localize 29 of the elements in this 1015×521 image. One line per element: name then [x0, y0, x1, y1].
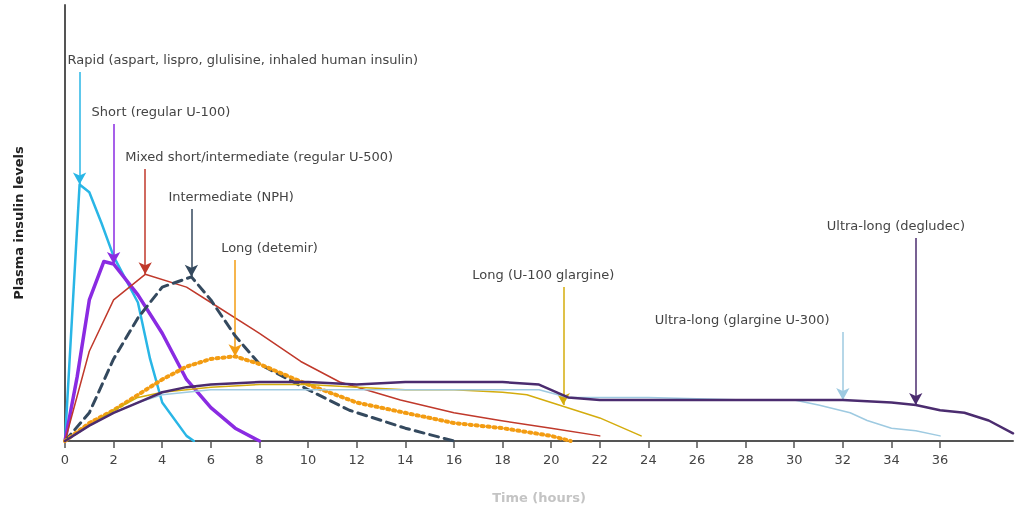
x-tick-label: 6	[206, 452, 215, 467]
annotation: Mixed short/intermediate (regular U-500)	[125, 149, 394, 164]
x-tick-label: 18	[494, 452, 511, 467]
x-tick-label: 14	[397, 452, 414, 467]
x-tick-label: 30	[785, 452, 803, 467]
x-tick-label: 26	[688, 452, 706, 467]
x-tick-label: 22	[591, 452, 609, 467]
x-tick-label: 4	[158, 452, 167, 467]
x-tick-label: 32	[834, 452, 852, 467]
x-tick-label: 12	[348, 452, 365, 467]
x-tick-label: 34	[883, 452, 900, 467]
annotation: Intermediate (NPH)	[168, 189, 294, 204]
x-tick-label: 28	[737, 452, 754, 467]
x-tick-label: 20	[542, 452, 560, 467]
x-axis-title: Time (hours)	[492, 490, 586, 505]
annotation: Long (U-100 glargine)	[472, 267, 615, 282]
x-tick-label: 36	[931, 452, 949, 467]
annotation: Long (detemir)	[221, 240, 318, 255]
x-tick-label: 8	[255, 452, 264, 467]
x-tick-label: 0	[60, 452, 70, 467]
annotation: Rapid (aspart, lispro, glulisine, inhaled human insulin)	[67, 52, 418, 67]
x-tick-label: 2	[109, 452, 118, 467]
y-axis-title: Plasma insulin levels	[11, 146, 26, 300]
x-tick-label: 10	[299, 452, 317, 467]
annotation: Short (regular U-100)	[91, 104, 231, 119]
x-tick-label: 16	[445, 452, 463, 467]
annotation: Ultra-long (degludec)	[826, 218, 966, 233]
annotation: Ultra-long (glargine U-300)	[654, 312, 830, 327]
x-tick-label: 24	[640, 452, 657, 467]
